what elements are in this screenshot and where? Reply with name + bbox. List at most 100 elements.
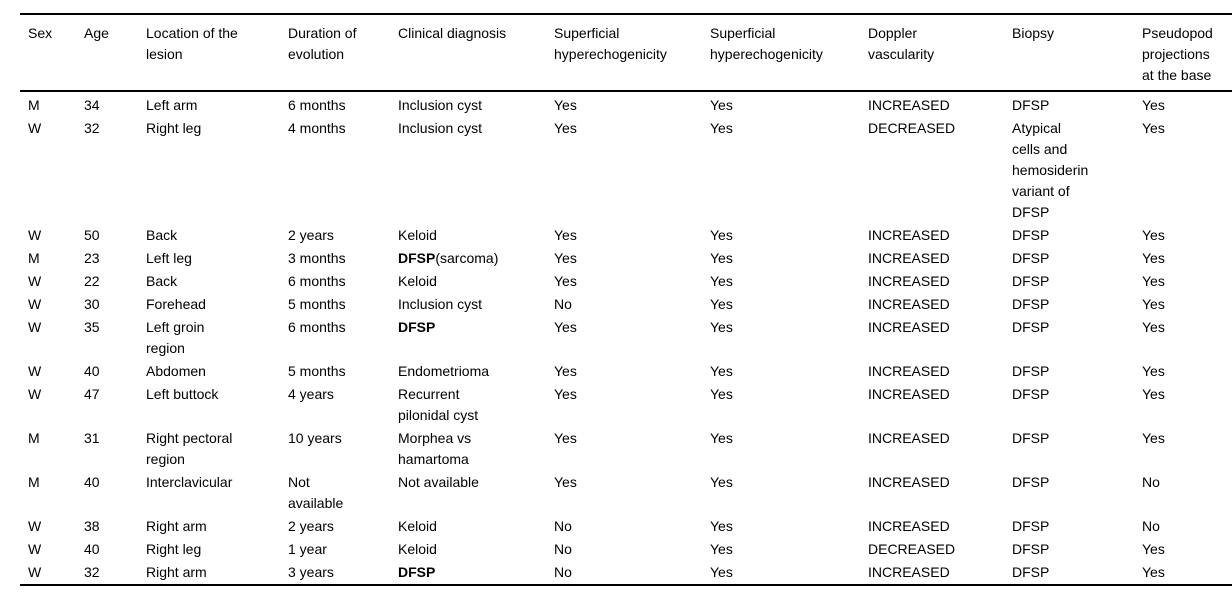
cell-superficial_2: Yes (710, 227, 733, 243)
cell-pseudopod: Yes (1142, 273, 1165, 289)
cell-biopsy: DFSP (1012, 273, 1050, 289)
cell-superficial_2: Yes (710, 386, 733, 402)
cell-doppler: INCREASED (868, 474, 950, 490)
cell-biopsy: DFSP (1012, 430, 1050, 446)
cell-superficial_1: No (554, 564, 572, 580)
cell-doppler: INCREASED (868, 273, 950, 289)
cell-superficial_1: Yes (554, 363, 577, 379)
cell-duration: 1 year (288, 541, 327, 557)
cell-age: 23 (84, 250, 100, 266)
cell-doppler: DECREASED (868, 120, 956, 136)
cell-superficial_2: Yes (710, 430, 733, 446)
cell-sex: M (28, 474, 40, 490)
cell-pseudopod: No (1142, 518, 1160, 534)
table-row: M 31 Right pectoral region 10 years Morphea … (20, 427, 1232, 471)
cell-duration: 3 months (288, 250, 346, 266)
cell-age: 38 (84, 518, 100, 534)
cell-location: Back (146, 227, 178, 243)
cell-pseudopod: Yes (1142, 250, 1165, 266)
cell-location: Left arm (146, 97, 198, 113)
col-header-age: Age (84, 14, 146, 92)
diagnosis-bold-text: DFSP (398, 319, 436, 335)
cell-location: Back (146, 273, 178, 289)
cell-biopsy: DFSP (1012, 518, 1050, 534)
cell-diagnosis: Inclusion cyst (398, 293, 554, 316)
cell-sex: W (28, 386, 42, 402)
cell-biopsy: DFSP (1012, 97, 1050, 113)
table-row: W 32 Right arm 3 years DFSP No Yes INCREASED DFS… (20, 561, 1232, 585)
cell-diagnosis: Morphea vs hamartoma (398, 427, 554, 471)
col-header-superficial-hyperechogenicity-1: Superficial hyperechogenicity (554, 14, 710, 92)
cell-superficial_2: Yes (710, 120, 733, 136)
table-body: M 34 Left arm 6 months Inclusion cyst Yes Yes I… (20, 91, 1232, 585)
cell-doppler: INCREASED (868, 386, 950, 402)
cell-age: 40 (84, 474, 100, 490)
cell-superficial_1: Yes (554, 474, 577, 490)
cell-location: Left buttock (146, 386, 219, 402)
cell-age: 40 (84, 363, 100, 379)
cell-diagnosis: Recurrent pilonidal cyst (398, 383, 554, 427)
cell-duration: 6 months (288, 97, 346, 113)
cell-biopsy: DFSP (1012, 319, 1050, 335)
cell-age: 32 (84, 564, 100, 580)
cell-sex: W (28, 319, 42, 335)
cell-doppler: INCREASED (868, 227, 950, 243)
cell-biopsy: DFSP (1012, 386, 1050, 402)
cell-location: Left leg (146, 250, 192, 266)
cell-doppler: INCREASED (868, 363, 950, 379)
cell-pseudopod: Yes (1142, 430, 1165, 446)
cell-pseudopod: Yes (1142, 97, 1165, 113)
cell-doppler: INCREASED (868, 319, 950, 335)
cell-age: 30 (84, 296, 100, 312)
cell-sex: W (28, 541, 42, 557)
cell-pseudopod: Yes (1142, 120, 1165, 136)
table-row: M 40 Interclavicular Not available Not avail… (20, 471, 1232, 515)
cell-superficial_1: Yes (554, 319, 577, 335)
cell-location: Left groin region (146, 319, 205, 356)
cell-biopsy: DFSP (1012, 474, 1050, 490)
cell-superficial_1: Yes (554, 120, 577, 136)
diagnosis-text: Keloid (398, 541, 437, 557)
cell-diagnosis: Not available (398, 471, 554, 515)
cell-sex: W (28, 518, 42, 534)
table-row: W 35 Left groin region 6 months DFSP Yes Yes IN… (20, 316, 1232, 360)
col-header-pseudopod-projections: Pseudopod projections at the base (1142, 14, 1232, 92)
cell-location: Abdomen (146, 363, 206, 379)
cell-biopsy: DFSP (1012, 564, 1050, 580)
cell-duration: 6 months (288, 319, 346, 335)
diagnosis-text: Inclusion cyst (398, 120, 483, 136)
cell-duration: 2 years (288, 518, 334, 534)
diagnosis-text: Keloid (398, 518, 437, 534)
cell-diagnosis: Inclusion cyst (398, 91, 554, 117)
cell-diagnosis: DFSP(sarcoma) (398, 247, 554, 270)
cell-pseudopod: Yes (1142, 363, 1165, 379)
cell-superficial_2: Yes (710, 363, 733, 379)
cell-biopsy: DFSP (1012, 296, 1050, 312)
cell-diagnosis: DFSP (398, 316, 554, 360)
cell-location: Forehead (146, 296, 206, 312)
table-header: Sex Age Location of the lesion Duration … (20, 14, 1232, 92)
diagnosis-bold-text: DFSP (398, 564, 436, 580)
cell-location: Right arm (146, 564, 207, 580)
cell-diagnosis: Keloid (398, 224, 554, 247)
cell-biopsy: DFSP (1012, 227, 1050, 243)
cell-sex: W (28, 296, 42, 312)
cell-pseudopod: No (1142, 474, 1160, 490)
col-header-sex: Sex (20, 14, 84, 92)
cell-duration: 5 months (288, 296, 346, 312)
cell-duration: 2 years (288, 227, 334, 243)
cell-doppler: INCREASED (868, 296, 950, 312)
table-row: W 47 Left buttock 4 years Recurrent pilonida… (20, 383, 1232, 427)
cell-biopsy: DFSP (1012, 250, 1050, 266)
cell-doppler: DECREASED (868, 541, 956, 557)
col-header-biopsy: Biopsy (1012, 14, 1142, 92)
cell-duration: 6 months (288, 273, 346, 289)
cell-biopsy: DFSP (1012, 363, 1050, 379)
cell-location: Right leg (146, 120, 202, 136)
table-row: W 22 Back 6 months Keloid Yes Yes INCREASED DFSP… (20, 270, 1232, 293)
cell-doppler: INCREASED (868, 518, 950, 534)
cell-diagnosis: Keloid (398, 515, 554, 538)
cell-superficial_1: No (554, 541, 572, 557)
cell-sex: M (28, 430, 40, 446)
cell-doppler: INCREASED (868, 564, 950, 580)
